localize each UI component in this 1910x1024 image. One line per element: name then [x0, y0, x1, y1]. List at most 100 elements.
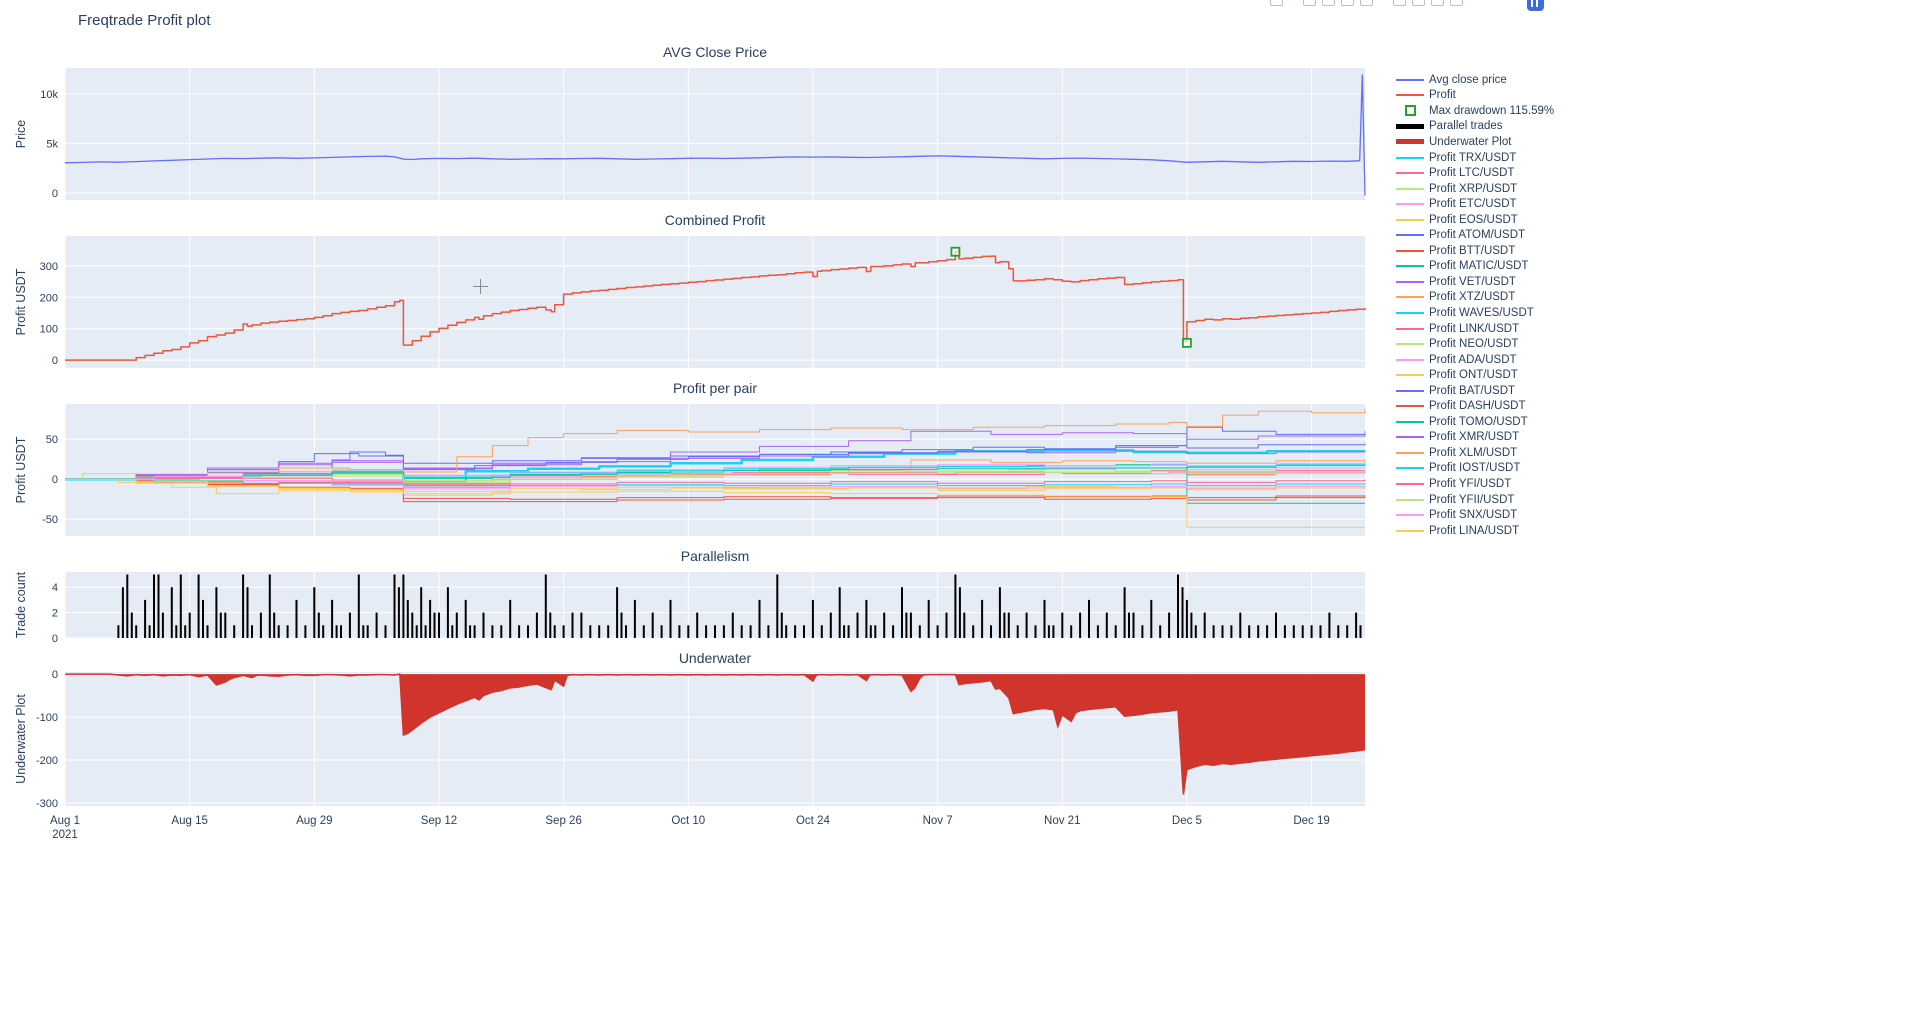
legend-item-profit-iost-usdt[interactable]: Profit IOST/USDT — [1396, 461, 1554, 477]
subplot-underwater[interactable]: 0 -100 -200 -300 — [36, 669, 1366, 810]
legend-item-profit-vet-usdt[interactable]: Profit VET/USDT — [1396, 274, 1554, 290]
legend-line-swatch-icon — [1396, 389, 1424, 392]
y-tick-label: -300 — [36, 798, 58, 810]
trade-count-bar — [1079, 612, 1082, 638]
trade-count-bar — [397, 587, 400, 638]
legend-line-swatch-icon — [1396, 498, 1424, 501]
x-tick-label: Dec 5 — [1172, 815, 1202, 827]
trade-count-bar — [749, 625, 752, 638]
legend-item-profit-trx-usdt[interactable]: Profit TRX/USDT — [1396, 150, 1554, 166]
legend-line-swatch-icon — [1396, 405, 1424, 408]
trade-count-bar — [424, 625, 427, 638]
legend-item-profit-bat-usdt[interactable]: Profit BAT/USDT — [1396, 383, 1554, 399]
legend-item-profit-atom-usdt[interactable]: Profit ATOM/USDT — [1396, 227, 1554, 243]
trade-count-bar — [927, 599, 930, 638]
x-tick-label: Sep 12 — [421, 815, 457, 827]
legend-item-profit-ltc-usdt[interactable]: Profit LTC/USDT — [1396, 165, 1554, 181]
trade-count-bar — [415, 625, 418, 638]
legend-item-profit-ada-usdt[interactable]: Profit ADA/USDT — [1396, 352, 1554, 368]
legend-item-profit-waves-usdt[interactable]: Profit WAVES/USDT — [1396, 305, 1554, 321]
legend-line-swatch-icon — [1396, 451, 1424, 454]
legend-item-profit-tomo-usdt[interactable]: Profit TOMO/USDT — [1396, 414, 1554, 430]
legend-item-profit-link-usdt[interactable]: Profit LINK/USDT — [1396, 321, 1554, 337]
series-profit — [65, 250, 1366, 361]
trade-count-bar — [883, 612, 886, 638]
trade-count-bar — [1150, 599, 1153, 638]
subplot-combined_profit[interactable]: 0 100 200 300 — [40, 236, 1366, 368]
trade-count-bar — [1061, 612, 1064, 638]
trade-count-bar — [1141, 625, 1144, 638]
subplot-avg_close_price[interactable]: 0 5k 10k — [40, 68, 1366, 200]
legend-line-swatch-icon — [1396, 514, 1424, 517]
legend-item-profit-lina-usdt[interactable]: Profit LINA/USDT — [1396, 523, 1554, 539]
legend-item-profit-btt-usdt[interactable]: Profit BTT/USDT — [1396, 243, 1554, 259]
legend-label: Profit TOMO/USDT — [1429, 415, 1528, 428]
pan-icon[interactable] — [1322, 0, 1335, 6]
trade-count-bar — [1319, 625, 1322, 638]
subplot-title-avg-close-price: AVG Close Price — [663, 44, 767, 60]
plot-canvas[interactable]: 0 5k 10k 0 100 200 300 -50 0 50 0 2 4 0 -100 -200 -300 Au… — [0, 0, 1557, 845]
trade-count-bar — [865, 599, 868, 638]
legend-item-profit-etc-usdt[interactable]: Profit ETC/USDT — [1396, 196, 1554, 212]
max-drawdown-marker — [950, 246, 961, 257]
legend-item-profit-xlm-usdt[interactable]: Profit XLM/USDT — [1396, 445, 1554, 461]
legend-line-swatch-icon — [1396, 203, 1424, 206]
legend-item-profit-matic-usdt[interactable]: Profit MATIC/USDT — [1396, 259, 1554, 275]
legend-item-profit-ont-usdt[interactable]: Profit ONT/USDT — [1396, 367, 1554, 383]
legend-item-profit-eos-usdt[interactable]: Profit EOS/USDT — [1396, 212, 1554, 228]
legend-item-profit-yfi-usdt[interactable]: Profit YFI/USDT — [1396, 476, 1554, 492]
legend-item-profit-dash-usdt[interactable]: Profit DASH/USDT — [1396, 398, 1554, 414]
legend-item-avg-close-price[interactable]: Avg close price — [1396, 72, 1554, 88]
reset-axes-icon[interactable] — [1450, 0, 1463, 6]
lasso-select-icon[interactable] — [1360, 0, 1373, 6]
trade-count-bar — [856, 612, 859, 638]
legend-item-profit-snx-usdt[interactable]: Profit SNX/USDT — [1396, 507, 1554, 523]
legend-label: Profit SNX/USDT — [1429, 509, 1518, 522]
legend-item-profit-yfii-usdt[interactable]: Profit YFII/USDT — [1396, 492, 1554, 508]
trade-count-bar — [464, 599, 467, 638]
legend-label: Profit — [1429, 89, 1456, 102]
legend-item-max-drawdown-115-59-[interactable]: Max drawdown 115.59% — [1396, 103, 1554, 119]
legend-line-swatch-icon — [1396, 139, 1424, 145]
subplot-parallelism[interactable]: 0 2 4 — [52, 572, 1365, 645]
subplot-title-underwater: Underwater — [678, 650, 752, 666]
trade-count-bar — [117, 625, 120, 638]
trade-count-bar — [780, 612, 783, 638]
y-tick-label: 5k — [46, 138, 58, 150]
trade-count-bar — [500, 625, 503, 638]
trade-count-bar — [1047, 625, 1050, 638]
legend-item-profit-xtz-usdt[interactable]: Profit XTZ/USDT — [1396, 290, 1554, 306]
trade-count-bar — [1257, 625, 1260, 638]
subplot-profit_per_pair[interactable]: -50 0 50 — [42, 404, 1366, 536]
autoscale-icon[interactable] — [1431, 0, 1444, 6]
trade-count-bar — [1283, 625, 1286, 638]
legend-item-profit-xrp-usdt[interactable]: Profit XRP/USDT — [1396, 181, 1554, 197]
legend-label: Profit LTC/USDT — [1429, 167, 1515, 180]
legend-item-profit-xmr-usdt[interactable]: Profit XMR/USDT — [1396, 430, 1554, 446]
trade-count-bar — [170, 587, 173, 638]
zoom-out-icon[interactable] — [1412, 0, 1425, 6]
series-profit-atom-usdt — [65, 443, 1366, 480]
trade-count-bar — [660, 625, 663, 638]
x-tick-sublabel: 2021 — [52, 829, 78, 841]
legend-item-underwater-plot[interactable]: Underwater Plot — [1396, 134, 1554, 150]
trade-count-bar — [429, 599, 432, 638]
zoom-in-icon[interactable] — [1393, 0, 1406, 6]
legend-line-swatch-icon — [1396, 358, 1424, 361]
box-select-icon[interactable] — [1341, 0, 1354, 6]
trade-count-bar — [1310, 625, 1313, 638]
legend-item-profit-neo-usdt[interactable]: Profit NEO/USDT — [1396, 336, 1554, 352]
zoom-icon[interactable] — [1303, 0, 1316, 6]
legend-item-parallel-trades[interactable]: Parallel trades — [1396, 119, 1554, 135]
plotly-logo-icon[interactable] — [1527, 0, 1544, 11]
trade-count-bar — [433, 612, 436, 638]
trade-count-bar — [838, 587, 841, 638]
trade-count-bar — [473, 625, 476, 638]
trade-count-bar — [892, 625, 895, 638]
trade-count-bar — [1190, 612, 1193, 638]
trade-count-bar — [589, 625, 592, 638]
camera-icon[interactable] — [1270, 0, 1283, 6]
legend-item-profit[interactable]: Profit — [1396, 88, 1554, 104]
trade-count-bar — [219, 612, 222, 638]
